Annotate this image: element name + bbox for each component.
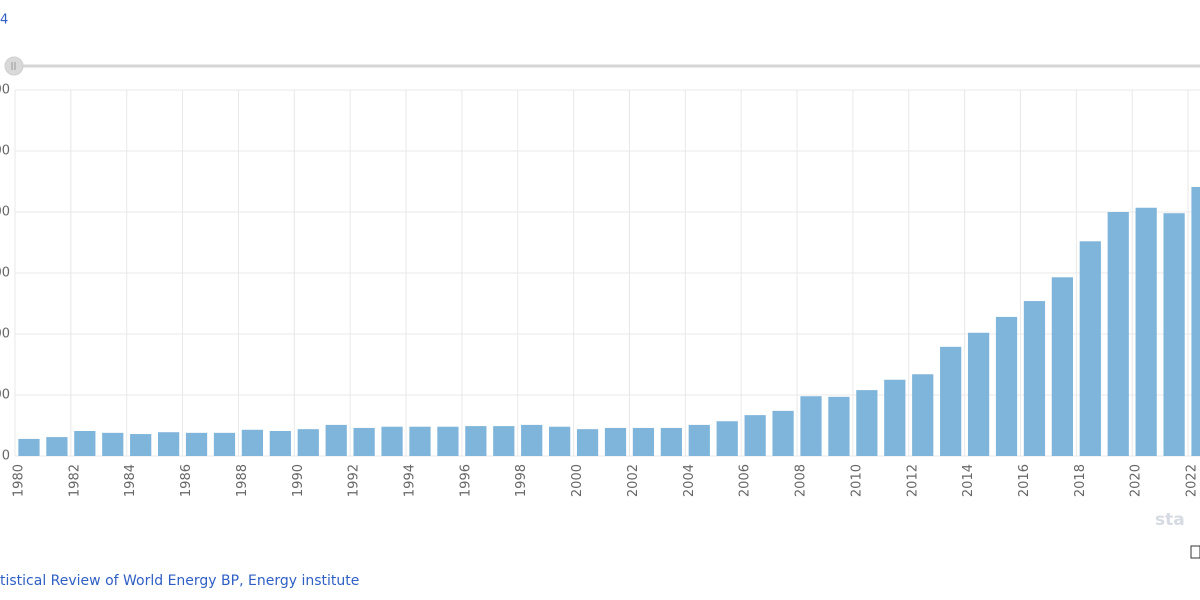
bar (437, 426, 459, 456)
x-tick-label: 2006 (738, 464, 753, 497)
bar (549, 426, 571, 456)
x-tick-label: 2016 (1017, 464, 1032, 497)
bar (269, 430, 291, 456)
bar (967, 332, 990, 456)
y-tick-label: 500 (0, 144, 10, 159)
bar (325, 424, 347, 456)
source-link[interactable]: tistical Review of World Energy BP, Ener… (0, 573, 359, 589)
x-tick-label: 1998 (514, 464, 529, 497)
bar (856, 390, 878, 456)
bar (1191, 186, 1200, 457)
x-tick-label: 1996 (458, 464, 473, 497)
bar (353, 427, 375, 456)
x-tick-label: 1984 (123, 464, 138, 497)
x-tick-label: 1980 (12, 464, 27, 497)
x-tick-label: 1982 (67, 464, 82, 497)
x-tick-label: 2012 (905, 464, 920, 497)
x-tick-label: 2002 (626, 464, 641, 497)
bar (660, 427, 682, 456)
x-tick-label: 2014 (961, 464, 976, 497)
x-tick-label: 2020 (1129, 464, 1144, 497)
bar (74, 430, 96, 456)
bar (576, 429, 599, 456)
bar (1107, 212, 1129, 456)
bar (158, 432, 180, 456)
slider-handle[interactable] (4, 56, 24, 76)
bar (1079, 241, 1101, 456)
bar (995, 316, 1018, 456)
x-tick-label: 1986 (179, 464, 194, 497)
bar (18, 438, 40, 456)
x-tick-label: 2004 (682, 464, 697, 497)
x-tick-label: 2022 (1185, 464, 1200, 497)
bar (884, 379, 906, 456)
bar (213, 432, 236, 456)
bar (800, 396, 822, 456)
bar (688, 424, 710, 456)
bar (828, 396, 850, 456)
x-tick-label: 2010 (849, 464, 864, 497)
y-tick-label: 200 (0, 327, 10, 342)
bar (1163, 213, 1185, 456)
bar (297, 429, 319, 456)
bar (912, 374, 934, 456)
bar (130, 434, 152, 456)
x-tick-label: 1992 (347, 464, 362, 497)
watermark: sta (1155, 510, 1185, 530)
header-tab: 4 (0, 13, 8, 28)
bar (604, 427, 627, 456)
bar (632, 427, 655, 456)
icon (1190, 545, 1200, 559)
bar (521, 424, 543, 456)
bar (772, 410, 794, 456)
bar (409, 426, 431, 456)
bar (381, 426, 403, 456)
y-tick-label: 400 (0, 205, 10, 220)
x-tick-label: 2000 (570, 464, 585, 497)
bar (102, 432, 124, 456)
bar (744, 415, 766, 456)
x-tick-label: 1990 (291, 464, 306, 497)
x-tick-label: 2008 (794, 464, 809, 497)
y-tick-label: 100 (0, 388, 10, 403)
y-tick-label: 0 (2, 449, 10, 464)
bar (241, 429, 264, 456)
bar (940, 346, 962, 456)
bar (46, 437, 68, 456)
bar (185, 432, 208, 456)
x-tick-label: 2018 (1073, 464, 1088, 497)
x-tick-label: 1988 (235, 464, 250, 497)
bar (1023, 301, 1046, 456)
y-tick-label: 600 (0, 83, 10, 98)
bar (1051, 277, 1073, 456)
x-tick-label: 1994 (403, 464, 418, 497)
y-tick-label: 300 (0, 266, 10, 281)
bar (465, 426, 487, 456)
bar (1135, 207, 1157, 456)
bar (716, 421, 738, 456)
bar (493, 426, 515, 456)
